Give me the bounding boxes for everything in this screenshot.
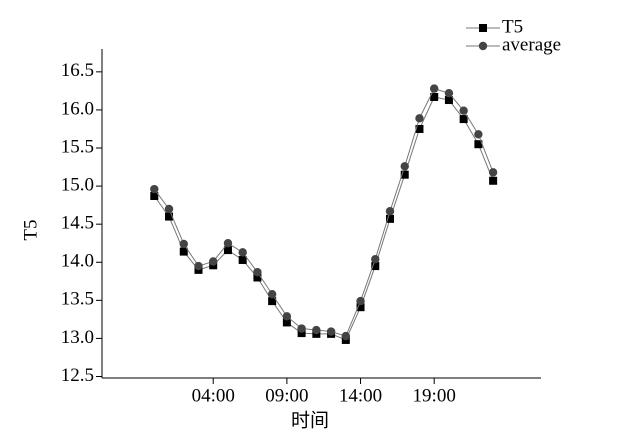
data-point	[194, 261, 203, 271]
x-tick-label: 09:00	[265, 385, 308, 406]
x-axis-label: 时间	[291, 409, 329, 431]
x-tick-label: 14:00	[339, 385, 382, 406]
data-point	[238, 248, 247, 257]
data-point	[179, 239, 188, 249]
y-tick-label: 12.5	[61, 365, 94, 386]
data-point	[165, 212, 174, 221]
data-point	[223, 239, 233, 248]
data-point	[297, 329, 306, 338]
data-point	[371, 262, 380, 271]
data-point	[415, 124, 424, 133]
data-point	[444, 96, 453, 105]
data-point	[238, 255, 247, 264]
x-tick-label: 04:00	[192, 385, 235, 406]
data-point	[386, 214, 395, 223]
y-tick-label: 15.0	[61, 174, 94, 195]
legend-label: average	[502, 34, 561, 55]
data-point	[415, 114, 424, 123]
data-point	[297, 324, 306, 333]
data-point	[430, 92, 439, 101]
data-point	[400, 162, 409, 171]
data-point	[253, 273, 262, 282]
legend-marker	[479, 24, 487, 32]
data-point	[312, 325, 321, 335]
data-point	[179, 247, 188, 256]
data-point	[400, 170, 409, 179]
data-point	[223, 246, 232, 255]
x-tick-label: 19:00	[413, 385, 456, 406]
data-point	[341, 331, 351, 341]
data-point	[489, 176, 498, 185]
data-point	[385, 207, 395, 216]
data-point	[444, 88, 454, 98]
data-point	[268, 297, 277, 306]
data-point	[474, 140, 483, 149]
y-tick-label: 15.5	[61, 136, 94, 157]
data-point	[164, 204, 174, 214]
y-tick-label: 16.0	[61, 98, 94, 119]
data-point	[371, 255, 380, 264]
data-point	[356, 296, 365, 306]
data-point	[459, 106, 468, 115]
data-point	[326, 327, 336, 336]
data-point	[356, 303, 365, 312]
y-tick-label: 13.5	[61, 289, 94, 310]
legend-label: T5	[502, 16, 523, 37]
data-point	[282, 318, 291, 327]
y-tick-label: 13.0	[61, 327, 94, 348]
series-line	[153, 96, 494, 341]
data-point	[488, 168, 498, 177]
data-point	[474, 130, 483, 139]
series-line	[153, 88, 494, 337]
data-point	[150, 184, 159, 194]
data-point	[429, 84, 439, 93]
data-point	[253, 267, 262, 277]
data-point	[267, 290, 277, 299]
y-tick-label: 14.5	[61, 213, 94, 234]
data-point	[209, 257, 218, 266]
y-axis-label: T5	[20, 219, 41, 240]
data-point	[282, 312, 292, 321]
y-tick-label: 14.0	[61, 251, 94, 272]
y-tick-label: 16.5	[61, 60, 94, 81]
data-point	[459, 115, 468, 124]
data-point	[150, 191, 159, 200]
legend-marker	[478, 41, 488, 51]
